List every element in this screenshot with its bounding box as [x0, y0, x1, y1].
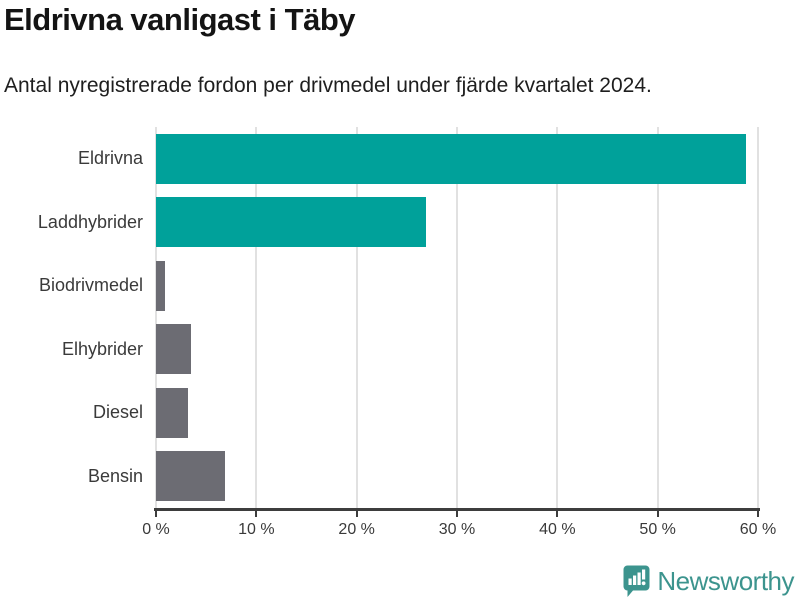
x-tick [255, 511, 258, 517]
x-tick [757, 511, 759, 517]
x-tick [155, 511, 157, 517]
bar [156, 260, 166, 311]
x-tick [556, 511, 559, 517]
x-tick-label: 10 % [238, 521, 275, 538]
x-tick [355, 511, 358, 517]
x-tick [456, 511, 458, 517]
gridline [155, 127, 157, 508]
bar-label: Laddhybrider [37, 211, 143, 232]
bar-label: Bensin [87, 465, 143, 486]
x-tick-label: 50 % [639, 521, 676, 538]
bar [156, 324, 192, 375]
x-tick-label: 40 % [539, 521, 576, 538]
x-axis-line [154, 508, 760, 511]
bar [156, 197, 426, 248]
chart-title: Eldrivna vanligast i Täby [4, 2, 356, 37]
newsworthy-logo: Newsworthy [623, 565, 794, 597]
bar [156, 387, 189, 438]
newsworthy-logo-text: Newsworthy [657, 565, 794, 596]
x-tick-label: 20 % [338, 521, 375, 538]
gridline [656, 127, 659, 508]
bar-label: Eldrivna [77, 148, 143, 169]
gridline [757, 127, 759, 508]
bar-label: Biodrivmedel [38, 275, 143, 296]
bar [156, 451, 226, 502]
bar-label: Elhybrider [61, 338, 143, 359]
newsworthy-logo-icon [623, 565, 650, 597]
gridline [255, 127, 258, 508]
x-tick-label: 60 % [739, 521, 777, 538]
x-tick-label: 30 % [438, 521, 476, 538]
gridline [556, 127, 559, 508]
chart-subtitle: Antal nyregistrerade fordon per drivmede… [4, 74, 652, 97]
gridline [355, 127, 358, 508]
gridline [456, 127, 458, 508]
x-tick [656, 511, 659, 517]
bar [156, 133, 746, 184]
x-tick-label: 0 % [142, 521, 170, 538]
plot-area: 0 % 10 % 20 % 30 % 40 % 50 % 60 % Eldrivna Laddh… [38, 127, 776, 538]
bar-label: Diesel [92, 402, 143, 423]
